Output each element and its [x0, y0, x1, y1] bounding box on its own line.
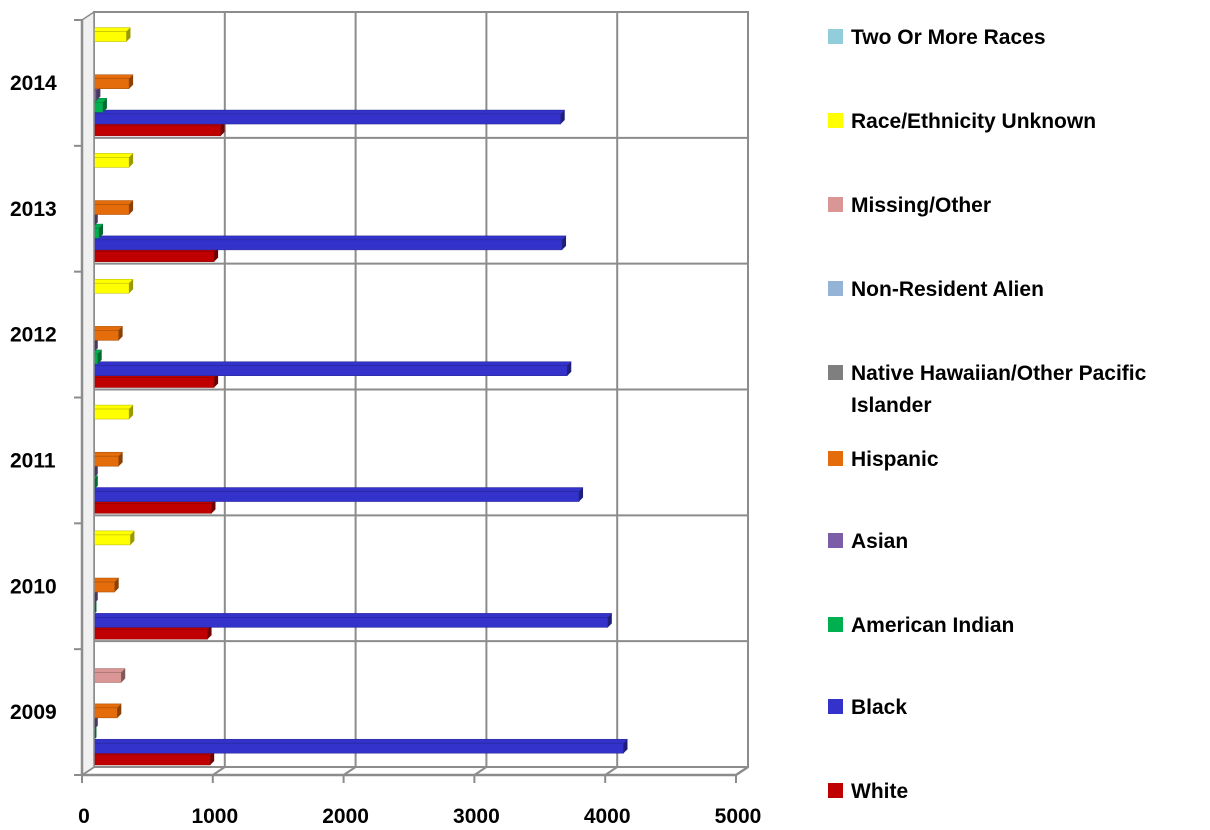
- tick-labels: 2009 2010 2011 2012 2013 2014 0 1000 2000 3000 400…: [10, 72, 761, 828]
- y-tick-label: 2014: [10, 72, 57, 95]
- legend-item: Two Or More Races: [828, 22, 1201, 54]
- legend-item: Hispanic: [828, 444, 1201, 476]
- bar: [85, 703, 122, 719]
- legend-item: Black: [828, 692, 1201, 724]
- x-tick-label: 4000: [584, 805, 631, 828]
- x-tick-label: 2000: [322, 805, 369, 828]
- legend-swatch: [828, 113, 843, 128]
- legend-swatch: [828, 617, 843, 632]
- legend-item: Asian: [828, 526, 1201, 558]
- legend-swatch: [828, 451, 843, 466]
- bar: [85, 451, 124, 467]
- x-axis-edge: [735, 765, 749, 777]
- legend-label: Two Or More Races: [851, 26, 1046, 49]
- bar: [85, 361, 572, 376]
- bar: [85, 668, 126, 683]
- bar: [85, 74, 134, 89]
- x-gridline-floor: [473, 766, 487, 776]
- legend-swatch: [828, 365, 843, 380]
- x-tick-label: 1000: [191, 805, 238, 828]
- bar: [85, 235, 567, 251]
- legend-item: Race/Ethnicity Unknown: [828, 106, 1201, 138]
- legend-label: White: [851, 780, 909, 803]
- x-tick-label: 5000: [715, 805, 762, 828]
- legend-swatch: [828, 281, 843, 296]
- bar: [85, 530, 135, 546]
- legend-item: White: [828, 776, 1201, 808]
- y-tick-label: 2010: [10, 575, 57, 598]
- legend-label: Race/Ethnicity Unknown: [851, 110, 1097, 133]
- x-tick-label: 3000: [453, 805, 500, 828]
- legend-label: Native Hawaiian/Other Pacific Islander: [851, 362, 1147, 417]
- axes: [74, 10, 749, 783]
- y-tick-label: 2011: [10, 449, 56, 472]
- legend-label: Hispanic: [851, 448, 939, 471]
- bar: [85, 738, 629, 754]
- legend-swatch: [828, 699, 843, 714]
- legend-swatch: [828, 783, 843, 798]
- x-gridline-floor: [343, 766, 357, 776]
- side-wall: [81, 10, 95, 777]
- legend-item: Native Hawaiian/Other Pacific Islander: [828, 358, 1201, 422]
- x-gridline-floor: [212, 766, 226, 776]
- legend-item: Missing/Other: [828, 190, 1201, 222]
- x-tick-label: 0: [78, 805, 90, 828]
- bar: [85, 109, 566, 125]
- bar: [85, 487, 584, 502]
- bar: [85, 613, 613, 628]
- legend-label: American Indian: [851, 614, 1015, 637]
- y-tick-label: 2012: [10, 324, 57, 347]
- bar: [85, 153, 134, 168]
- bar: [85, 27, 132, 42]
- y-tick-label: 2013: [10, 198, 57, 221]
- legend-item: Non-Resident Alien: [828, 274, 1201, 306]
- legend-label: Non-Resident Alien: [851, 278, 1044, 301]
- legend-swatch: [828, 197, 843, 212]
- legend-swatch: [828, 29, 843, 44]
- legend-item: American Indian: [828, 610, 1201, 642]
- y-tick-label: 2009: [10, 701, 57, 724]
- legend-swatch: [828, 533, 843, 548]
- legend-label: Black: [851, 696, 908, 719]
- x-gridline-floor: [604, 766, 618, 776]
- legend-label: Missing/Other: [851, 194, 992, 217]
- legend-label: Asian: [851, 530, 909, 553]
